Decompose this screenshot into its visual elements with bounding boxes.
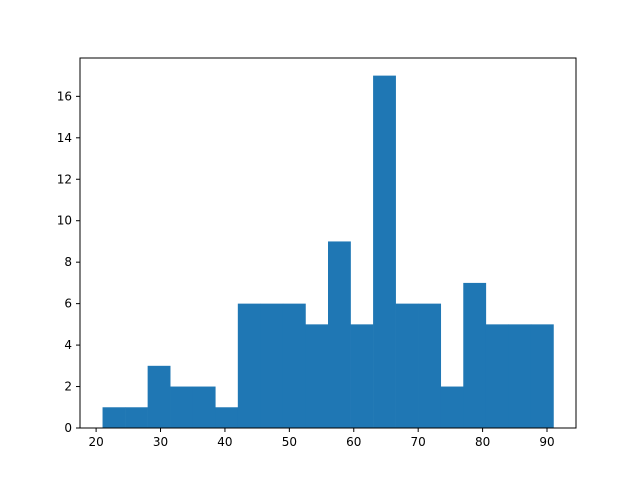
histogram-bar <box>373 75 396 428</box>
bars-group <box>102 75 554 428</box>
y-tick-label: 14 <box>57 131 72 145</box>
histogram-bar <box>418 303 442 428</box>
y-tick-label: 8 <box>64 255 72 269</box>
x-tick-label: 20 <box>88 435 103 449</box>
histogram-bar <box>102 407 126 428</box>
histogram-bar <box>328 241 351 428</box>
histogram-bar <box>192 386 216 428</box>
histogram-bar <box>463 282 487 428</box>
x-tick-label: 90 <box>539 435 554 449</box>
histogram-bar <box>237 303 261 428</box>
y-tick-label: 4 <box>64 338 72 352</box>
histogram-bar <box>485 324 509 428</box>
x-tick-label: 30 <box>153 435 168 449</box>
y-tick-label: 0 <box>64 421 72 435</box>
histogram-bar <box>395 303 419 428</box>
histogram-bar <box>215 407 239 428</box>
histogram-bar <box>350 324 374 428</box>
y-tick-label: 12 <box>57 172 72 186</box>
histogram-bar <box>305 324 329 428</box>
histogram-bar <box>282 303 306 428</box>
x-tick-label: 40 <box>217 435 232 449</box>
histogram-bar <box>530 324 554 428</box>
y-axis: 0 2 4 6 8 10 12 14 16 <box>57 89 80 435</box>
histogram-bar <box>260 303 284 428</box>
y-tick-label: 10 <box>57 214 72 228</box>
histogram-bar <box>147 365 171 428</box>
y-tick-label: 6 <box>64 297 72 311</box>
x-tick-label: 50 <box>282 435 297 449</box>
y-tick-label: 2 <box>64 380 72 394</box>
histogram-bar <box>508 324 532 428</box>
histogram-bar <box>440 386 464 428</box>
x-tick-label: 80 <box>475 435 490 449</box>
histogram-bar <box>170 386 194 428</box>
x-tick-label: 60 <box>346 435 361 449</box>
histogram-bar <box>125 407 148 428</box>
plot-frame <box>79 57 577 429</box>
x-axis: 20 30 40 50 60 70 80 90 <box>88 428 555 449</box>
y-tick-label: 16 <box>57 89 72 103</box>
x-tick-label: 70 <box>411 435 426 449</box>
